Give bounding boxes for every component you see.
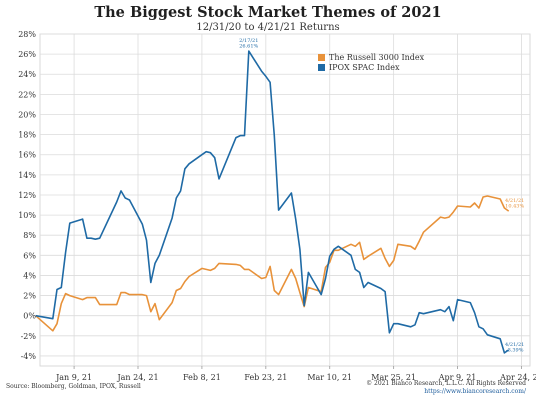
y-tick-label: 12% — [18, 191, 36, 200]
y-tick-label: 0% — [23, 312, 36, 321]
y-tick-label: 16% — [18, 151, 36, 160]
y-tick-label: 10% — [18, 211, 36, 220]
y-axis: -4% -2% 0% 2% 4% 6% 8% 10% 12% 14% 16% 18% 20% 22% 24%… — [18, 30, 36, 361]
x-tick-label: Mar 25, 21 — [371, 373, 416, 382]
legend-label: The Russell 3000 Index — [329, 53, 425, 62]
y-tick-label: 20% — [18, 110, 36, 119]
copyright-note: © 2021 Bianco Research, L.L.C. All Right… — [366, 380, 526, 396]
y-tick-label: 22% — [18, 90, 36, 99]
website-link[interactable]: https://www.biancoresearch.com/ — [424, 388, 526, 395]
chart-subtitle: 12/31/20 to 4/21/21 Returns — [196, 22, 340, 33]
y-tick-label: -4% — [21, 352, 37, 361]
x-tick-label: Jan 24, 21 — [116, 373, 158, 382]
annotation-label: 4/21/21 — [505, 342, 524, 348]
y-tick-label: 2% — [23, 292, 36, 301]
legend-swatch — [318, 54, 325, 61]
y-tick-label: 4% — [23, 271, 36, 280]
y-tick-label: 14% — [18, 171, 36, 180]
plot-area — [39, 33, 531, 367]
annotation-label: 4/21/21 — [505, 198, 524, 204]
x-tick-label: Apr 9, 21 — [438, 373, 477, 382]
annotation-label: 2/17/21 — [239, 38, 258, 44]
legend-label: IPOX SPAC Index — [329, 63, 400, 72]
x-tick-label: Feb 23, 21 — [244, 373, 287, 382]
x-axis: Jan 9, 21 Jan 24, 21 Feb 8, 21 Feb 23, 21 Ma… — [55, 366, 536, 382]
x-tick-label: Apr 24, 21 — [499, 373, 536, 382]
y-tick-label: 28% — [18, 30, 36, 39]
series-lines — [35, 50, 510, 354]
y-tick-label: 8% — [23, 231, 36, 240]
x-tick-label: Mar 10, 21 — [307, 373, 352, 382]
ipox-spac-line — [35, 50, 510, 354]
annotation-label: -3.39% — [506, 347, 524, 353]
y-tick-label: 24% — [18, 70, 36, 79]
gridlines — [40, 33, 530, 366]
x-tick-label: Feb 8, 21 — [183, 373, 221, 382]
annotation-label: 10.43% — [505, 204, 524, 210]
source-note: Source: Bloomberg, Goldman, IPOX, Russel… — [6, 383, 141, 390]
annotation-label: 26.61% — [239, 44, 258, 50]
y-tick-label: 26% — [18, 50, 36, 59]
chart-title: The Biggest Stock Market Themes of 2021 — [94, 4, 442, 21]
y-tick-label: 18% — [18, 131, 36, 140]
russell-3000-line — [35, 195, 510, 332]
copyright-text: © 2021 Bianco Research, L.L.C. All Right… — [366, 380, 526, 387]
legend-swatch — [318, 64, 325, 71]
y-tick-label: 6% — [23, 251, 36, 260]
x-tick-label: Jan 9, 21 — [55, 373, 92, 382]
y-tick-label: -2% — [21, 332, 37, 341]
